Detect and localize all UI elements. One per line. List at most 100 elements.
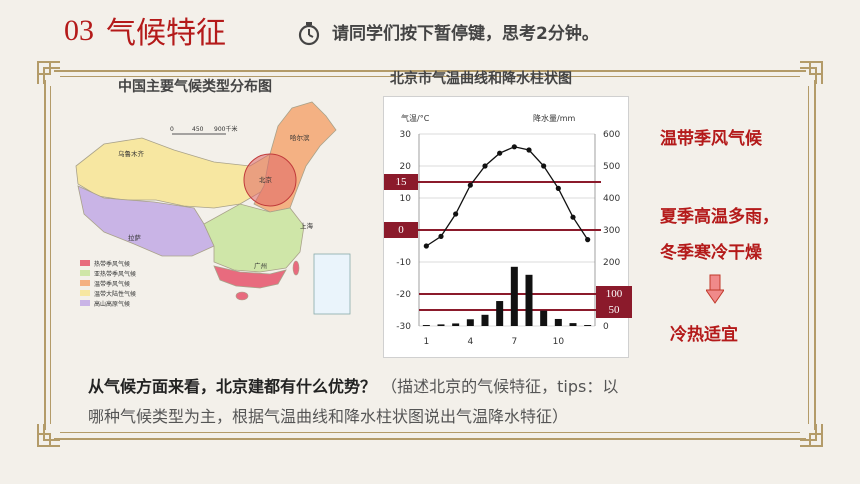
temperature-point — [555, 185, 561, 191]
frame-corner-ornament — [800, 424, 823, 447]
temperature-point — [453, 211, 459, 217]
temperature-point — [511, 144, 517, 150]
legend-label: 亚热带季风气候 — [94, 270, 136, 278]
y-tick-right: 500 — [603, 162, 620, 172]
region-subtropical-monsoon — [203, 203, 305, 273]
frame-corner-ornament — [37, 424, 60, 447]
y-tick-left: 20 — [400, 162, 412, 172]
region-plateau — [77, 185, 215, 257]
temperature-point — [541, 163, 547, 169]
y-tick-right: 300 — [603, 226, 620, 236]
frame-left-border-inner — [50, 86, 51, 424]
precip-bar — [569, 323, 577, 326]
question-hint-1: （描述北京的气候特征，tips：以 — [381, 377, 619, 396]
city-label: 拉萨 — [128, 233, 142, 242]
y-tick-right: 0 — [603, 322, 609, 332]
x-tick: 1 — [423, 337, 429, 347]
precip-bar — [422, 325, 430, 326]
frame-corner-ornament — [800, 61, 823, 84]
legend-label: 高山高原气候 — [94, 300, 130, 308]
city-label: 乌鲁木齐 — [118, 149, 145, 158]
legend-swatch — [80, 260, 90, 266]
temperature-point — [497, 150, 503, 156]
chart-title: 北京市气温曲线和降水柱状图 — [390, 71, 572, 87]
region-hainan — [235, 291, 249, 301]
precip-bar — [525, 274, 533, 326]
question-hint-2: 哪种气候类型为主，根据气温曲线和降水柱状图说出气温降水特征） — [88, 407, 569, 426]
temperature-point — [423, 243, 429, 249]
precip-bar — [510, 266, 518, 326]
x-tick: 7 — [511, 337, 517, 347]
stopwatch-icon — [298, 22, 320, 46]
precip-bar — [540, 310, 548, 326]
temperature-line — [425, 146, 589, 247]
climate-type-label: 温带季风气候 — [660, 129, 762, 149]
feature-line-1: 夏季高温多雨， — [660, 207, 779, 227]
y-tick-left: -30 — [396, 322, 411, 332]
temperature-point — [570, 214, 576, 220]
temperature-point — [467, 182, 473, 188]
x-tick: 4 — [467, 337, 473, 347]
chart-ylabel-left: 气温/°C — [401, 113, 430, 123]
marker-temp-15: 15 — [384, 174, 418, 190]
precip-bar — [466, 319, 474, 326]
arrow-down-icon — [706, 274, 724, 304]
city-label: 哈尔滨 — [290, 133, 310, 142]
marker-temp-0: 0 — [384, 222, 418, 238]
temperature-point — [482, 163, 488, 169]
y-tick-left: -10 — [396, 258, 411, 268]
question-text: 从气候方面来看，北京建都有什么优势？ — [88, 377, 377, 396]
marker-precip-50: 50 — [596, 302, 632, 318]
chart-panel — [383, 96, 629, 358]
marker-precip-100: 100 — [596, 286, 632, 302]
precip-bar — [584, 325, 592, 326]
legend-label: 热带季风气候 — [94, 260, 130, 268]
y-tick-right: 400 — [603, 194, 620, 204]
legend-swatch — [80, 290, 90, 296]
frame-bottom-border-inner — [60, 432, 800, 433]
conclusion-label: 冷热适宜 — [670, 325, 738, 345]
section-number: 03 — [64, 14, 94, 47]
frame-right-border — [814, 80, 816, 430]
climate-chart: 气温/°C 降水量/mm 30 20 10 0 -10 -20 -30 600 500 400 30… — [396, 113, 620, 347]
frame-bottom-border — [54, 438, 806, 440]
y-tick-right: 200 — [603, 258, 620, 268]
chart-ylabel-right: 降水量/mm — [533, 113, 575, 123]
beijing-highlight-circle — [243, 153, 297, 207]
legend-swatch — [80, 270, 90, 276]
region-temperate-continental — [75, 137, 271, 209]
map-scale-label: 450 — [192, 126, 204, 133]
city-label: 上海 — [300, 221, 314, 230]
instruction-text: 请同学们按下暂停键，思考2分钟。 — [332, 24, 599, 44]
frame-right-border-inner — [808, 86, 809, 424]
y-tick-right: 600 — [603, 130, 620, 140]
south-china-sea-inset — [313, 253, 351, 315]
y-tick-left: 30 — [400, 130, 412, 140]
precip-bar — [496, 301, 504, 326]
section-title: 气候特征 — [106, 16, 226, 51]
frame-corner-ornament — [37, 61, 60, 84]
legend-swatch — [80, 280, 90, 286]
temperature-point — [526, 147, 532, 153]
region-tropical-monsoon — [213, 265, 287, 289]
precip-bar — [437, 324, 445, 326]
feature-line-2: 冬季寒冷干燥 — [660, 243, 762, 263]
precip-bar — [481, 314, 489, 326]
map-scale-label: 900千米 — [214, 125, 237, 133]
y-tick-left: 10 — [400, 194, 412, 204]
map-title: 中国主要气候类型分布图 — [118, 79, 272, 95]
map-scale-label: 0 — [170, 126, 174, 133]
precip-bar — [452, 323, 460, 326]
city-label: 北京 — [259, 175, 273, 184]
temperature-point — [438, 233, 444, 239]
frame-top-border — [54, 70, 806, 72]
precip-bar — [554, 318, 562, 326]
region-taiwan — [292, 260, 300, 276]
y-tick-left: -20 — [396, 290, 411, 300]
legend-label: 温带季风气候 — [94, 280, 130, 288]
legend-swatch — [80, 300, 90, 306]
x-tick: 10 — [553, 337, 565, 347]
frame-top-border-inner — [60, 76, 800, 77]
temperature-point — [585, 237, 591, 243]
china-climate-map: 0 450 900千米 乌鲁木齐 哈尔滨 北京 拉萨 上海 广州 热带季风气候 … — [75, 101, 351, 315]
